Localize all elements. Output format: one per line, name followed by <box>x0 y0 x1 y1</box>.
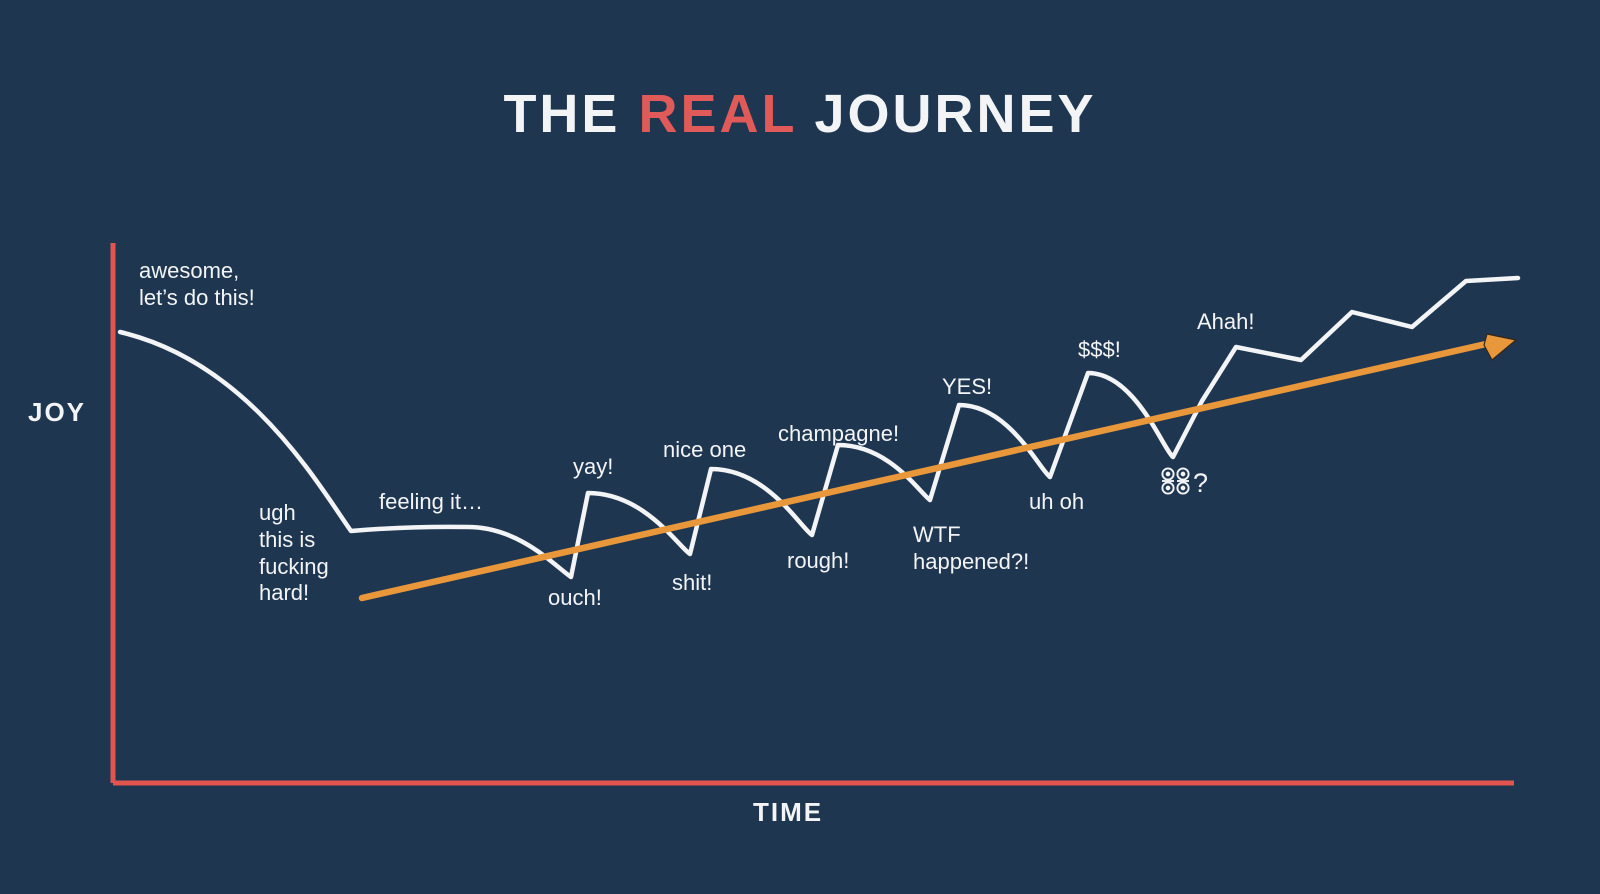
svg-text:?: ? <box>1193 468 1208 497</box>
